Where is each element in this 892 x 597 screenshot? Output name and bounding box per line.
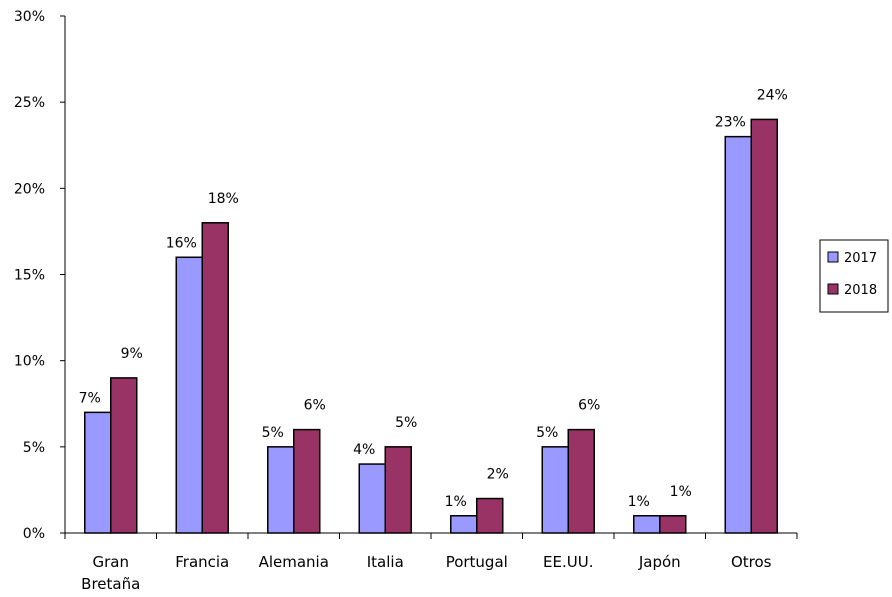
data-label: 1% <box>445 494 467 510</box>
y-tick-label: 5% <box>23 440 45 456</box>
legend-label: 2018 <box>844 283 877 298</box>
legend-label: 2017 <box>844 251 877 266</box>
bar-2017 <box>175 256 203 534</box>
bar-2017 <box>267 446 295 534</box>
bar-2018 <box>293 428 321 534</box>
bar-2017 <box>450 515 478 534</box>
data-labels: 7% 16% 5% 4% 1% 5% 1% 23% 9% 18% 6% 5% 2% 6% 1% 24% <box>79 87 788 509</box>
y-tick-label: 10% <box>14 354 45 370</box>
legend-swatch-2018 <box>827 283 839 295</box>
data-label: 5% <box>536 425 558 441</box>
bar-2017 <box>541 446 569 534</box>
bar-2017 <box>724 135 752 534</box>
data-label: 5% <box>395 415 417 431</box>
x-category-label: Francia <box>175 553 229 571</box>
bars <box>84 118 778 534</box>
data-label: 2% <box>487 467 509 483</box>
y-tick-label: 0% <box>23 526 45 542</box>
data-label: 16% <box>166 235 197 251</box>
y-tick-label: 20% <box>14 181 45 197</box>
data-label: 6% <box>578 398 600 414</box>
bar-2018 <box>750 118 778 534</box>
data-label: 5% <box>262 425 284 441</box>
bar-2018 <box>201 222 229 534</box>
x-category-label: Portugal <box>446 553 508 571</box>
bar-2018 <box>567 428 595 534</box>
data-label: 1% <box>628 494 650 510</box>
data-label: 1% <box>670 484 692 500</box>
y-tick-label: 25% <box>14 95 45 111</box>
bar-2017 <box>358 463 386 534</box>
bar-2017 <box>84 411 112 534</box>
x-category-label: EE.UU. <box>543 553 593 571</box>
y-tick-label: 30% <box>14 9 45 25</box>
data-label: 18% <box>208 191 239 207</box>
y-tick-label: 15% <box>14 268 45 284</box>
legend-swatch-2017 <box>827 251 839 263</box>
bar-2018 <box>476 497 504 534</box>
x-category-label: Italia <box>367 553 404 571</box>
x-category-label: Bretaña <box>81 575 140 593</box>
bar-2018 <box>659 515 687 534</box>
x-category-label: Alemania <box>259 553 329 571</box>
x-category-label: Otros <box>731 553 772 571</box>
data-label: 7% <box>79 390 101 406</box>
legend: 2017 2018 <box>819 239 889 313</box>
data-label: 6% <box>304 398 326 414</box>
data-label: 9% <box>121 346 143 362</box>
data-label: 24% <box>757 87 788 103</box>
x-category-label: Japón <box>638 553 681 571</box>
bar-2018 <box>110 377 138 534</box>
bar-2018 <box>384 446 412 534</box>
x-category-label: Gran <box>93 553 130 571</box>
data-label: 23% <box>715 115 746 131</box>
data-label: 4% <box>353 442 375 458</box>
bar-2017 <box>633 515 661 534</box>
axes: 0% 5% 10% 15% 20% 25% 30% Gran Bretaña Francia Ale… <box>14 9 798 593</box>
